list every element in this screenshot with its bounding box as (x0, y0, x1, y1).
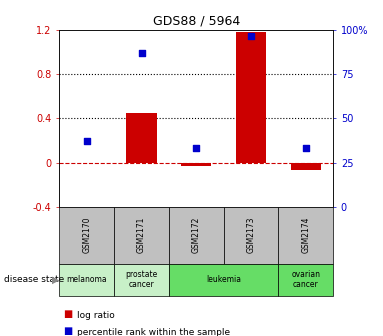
Text: GSM2170: GSM2170 (82, 217, 91, 253)
Point (303, 146, 309, 151)
Point (248, 33, 254, 38)
Text: GSM2172: GSM2172 (192, 217, 201, 253)
Bar (181, 163, 211, 166)
Text: leukemia: leukemia (206, 275, 241, 284)
Text: prostate
cancer: prostate cancer (125, 270, 158, 289)
Point (83, 139, 90, 144)
Point (139, 50, 145, 56)
Text: GSM2173: GSM2173 (247, 217, 255, 253)
Title: GDS88 / 5964: GDS88 / 5964 (153, 15, 240, 28)
Text: log ratio: log ratio (77, 311, 115, 320)
Bar (291, 163, 321, 170)
Bar (126, 113, 157, 163)
Point (193, 146, 199, 151)
Text: melanoma: melanoma (66, 275, 107, 284)
Text: percentile rank within the sample: percentile rank within the sample (77, 328, 230, 336)
Text: GSM2171: GSM2171 (137, 217, 146, 253)
Text: GSM2174: GSM2174 (301, 217, 310, 253)
Bar (236, 33, 266, 163)
Text: ovarian
cancer: ovarian cancer (291, 270, 320, 289)
Text: disease state: disease state (4, 275, 64, 284)
Text: ▶: ▶ (52, 275, 59, 285)
Text: ■: ■ (63, 309, 72, 319)
Text: ■: ■ (63, 326, 72, 336)
